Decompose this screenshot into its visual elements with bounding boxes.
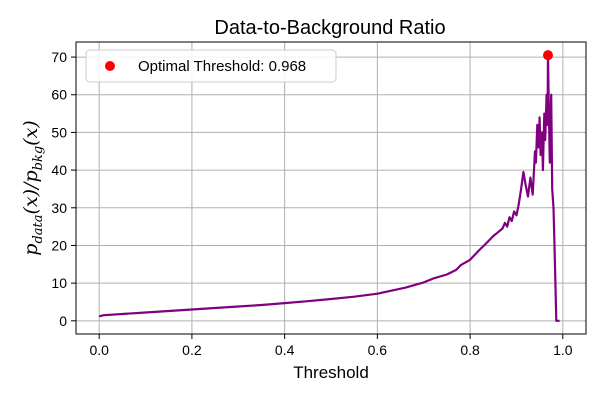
x-tick-label: 0.0 [89,342,109,358]
y-tick-label: 50 [51,124,67,140]
optimal-point-marker [542,50,553,61]
x-tick-label: 0.8 [460,342,480,358]
x-tick-label: 0.2 [182,342,202,358]
x-tick-label: 0.6 [368,342,388,358]
legend: Optimal Threshold: 0.968 [85,49,337,83]
plot-lines [98,50,560,322]
y-tick-label: 0 [59,313,67,329]
y-axis-label: pdata(x)/pbkg(x) [20,120,46,255]
y-tick-label: 60 [51,87,67,103]
y-tick-label: 20 [51,237,67,253]
y-tick-label: 40 [51,162,67,178]
x-tick-label: 0.4 [275,342,295,358]
y-ticks: 0 10 20 30 40 50 60 70 [51,49,76,329]
plot-frame [75,41,587,335]
ratio-series-line [98,54,560,322]
y-tick-label: 30 [51,200,67,216]
x-axis-label: Threshold [293,363,369,382]
legend-label: Optimal Threshold: 0.968 [138,58,306,75]
y-tick-label: 10 [51,275,67,291]
y-tick-label: 70 [51,49,67,65]
chart-title: Data-to-Background Ratio [214,17,445,39]
legend-marker [105,61,115,71]
x-tick-label: 1.0 [553,342,573,358]
x-ticks: 0.0 0.2 0.4 0.6 0.8 1.0 [89,334,573,358]
legend-frame [85,49,337,83]
